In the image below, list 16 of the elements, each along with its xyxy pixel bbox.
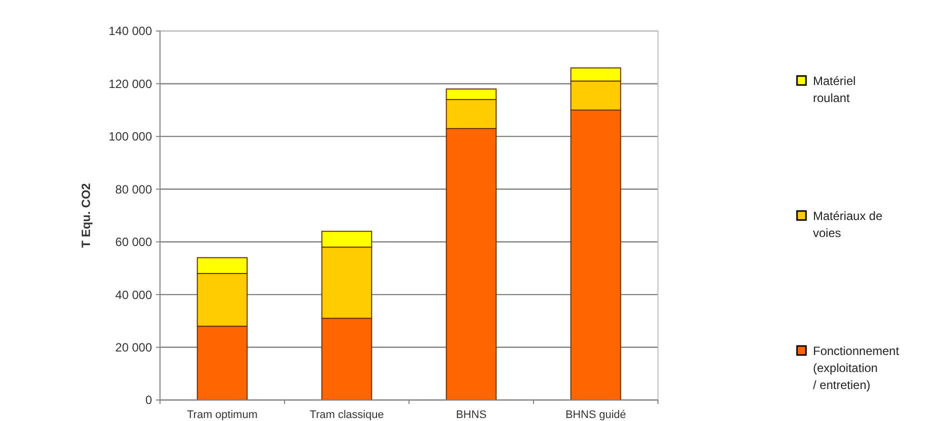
y-tick-label: 40 000 (115, 288, 152, 302)
x-tick-label: Tram optimum (187, 409, 258, 421)
x-tick-label: BHNS (456, 409, 487, 421)
y-tick-label: 80 000 (115, 182, 152, 196)
legend-label: Matériaux de voies (813, 209, 883, 240)
y-tick-label: 0 (145, 393, 152, 408)
legend-label: Fonctionnement (exploitation / entretien) (813, 344, 900, 392)
y-tick-label: 140 000 (108, 24, 152, 38)
y-tick-label: 20 000 (115, 340, 152, 354)
y-tick-label: 60 000 (115, 235, 152, 250)
x-tick-label: Tram classique (310, 409, 384, 421)
y-tick-label: 100 000 (108, 130, 152, 144)
y-tick-label: 120 000 (108, 76, 152, 91)
legend-label: Matériel roulant (813, 74, 856, 105)
y-axis-title: T Equ. CO2 (79, 182, 93, 248)
x-tick-label: BHNS guidé (565, 409, 626, 421)
